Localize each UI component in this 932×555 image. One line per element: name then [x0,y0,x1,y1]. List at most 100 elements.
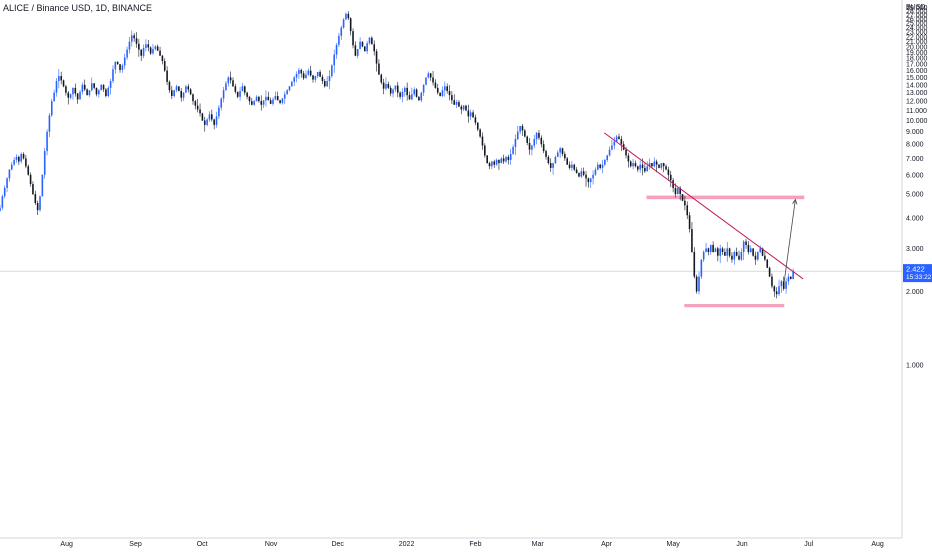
candle-body [225,83,227,91]
candle-body [526,136,528,143]
candle [549,158,552,172]
candle-body [637,166,639,170]
candle [50,98,53,117]
candle-body [608,149,611,156]
candle [792,268,794,280]
candle-body [792,271,794,279]
candle [349,17,352,36]
candle-body [761,248,764,256]
candle-body [585,174,587,179]
candle-body [180,91,183,98]
plot-area[interactable] [0,11,902,308]
candle [86,88,88,96]
candle [243,85,246,96]
candle [434,79,437,89]
candle-body [615,136,618,142]
candle-body [88,90,91,96]
price-tick-label: 26.000 [906,17,928,24]
candle-body [686,205,689,216]
candle-body [432,77,434,83]
candle-body [406,87,408,96]
candle-body [771,276,773,287]
candle [147,39,150,52]
candle [39,195,41,212]
candle [126,46,128,60]
candle-body [707,248,710,252]
candle [465,104,467,112]
candle-body [731,255,733,260]
candle-body [441,90,444,96]
resistance-zone [646,195,805,200]
candle [611,140,613,151]
candle-body [171,90,173,96]
candle [368,36,371,45]
candle [356,49,359,59]
candle-body [41,174,44,197]
candle [60,71,62,85]
candle-body [234,86,237,92]
candle-body [109,81,112,88]
candle [55,77,58,97]
candle [637,165,639,173]
candle-body [757,251,759,260]
candle [300,68,303,78]
candle [187,83,190,93]
candle-body [375,51,378,64]
time-tick-label: Aug [871,541,884,548]
candle [526,135,528,146]
candle-body [669,174,672,181]
candle [418,96,420,101]
candle-body [114,61,117,70]
candle-body [735,251,738,256]
candle-body [679,187,681,195]
candle [363,46,366,52]
candle [53,89,55,102]
candle-body [65,86,67,93]
candle [556,150,559,157]
candle [432,70,434,86]
candle [460,104,463,115]
candle [540,135,543,148]
candle-body [98,90,100,95]
candle-body [6,178,8,188]
price-tick-label: 28.000 [906,9,928,16]
candle-body [349,18,352,32]
candle-body [20,153,22,162]
candle-body [319,71,321,77]
candle-body [411,94,413,100]
candle [651,163,653,169]
candle [700,259,703,279]
candle-body [366,43,368,52]
candle-body [782,281,785,289]
candle [121,63,124,73]
candle-body [335,44,338,55]
candle [156,44,159,51]
candle [309,66,312,77]
candle-body [535,132,538,140]
candle [281,97,284,105]
candle-body [107,87,110,96]
candle [521,124,524,136]
candle-body [46,131,48,152]
candle [6,177,8,193]
candle [371,36,373,45]
candle [728,247,731,258]
candle [102,84,105,92]
candle-body [721,248,724,252]
candle [81,82,84,95]
candle [573,163,576,172]
candle [161,54,164,65]
candle [196,98,199,113]
candle [467,104,470,123]
candle [312,74,314,83]
candle [48,113,51,138]
candle [785,277,787,294]
candle-body [709,244,712,252]
candle-body [778,286,780,295]
candle-body [187,86,190,90]
candle-body [646,166,649,172]
candle-body [662,163,665,167]
candle-body [484,145,486,156]
